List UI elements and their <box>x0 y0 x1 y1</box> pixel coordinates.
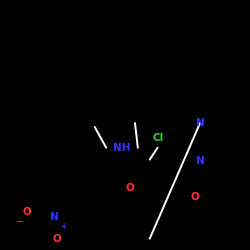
Text: O: O <box>52 234 61 244</box>
Text: NH: NH <box>113 143 131 153</box>
Text: O: O <box>126 183 134 193</box>
Text: N: N <box>196 118 204 128</box>
Text: O: O <box>23 207 32 217</box>
Text: O: O <box>191 192 200 202</box>
Text: Cl: Cl <box>152 133 163 143</box>
Text: +: + <box>60 222 67 231</box>
Text: N: N <box>196 156 204 166</box>
Text: −: − <box>15 218 22 226</box>
Text: N: N <box>50 212 59 222</box>
